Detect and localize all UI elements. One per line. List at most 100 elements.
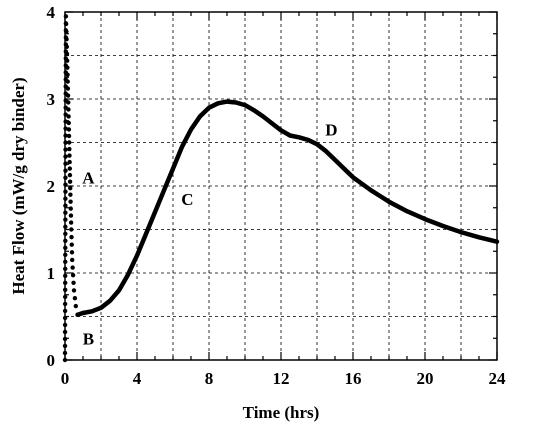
series-dot — [63, 259, 68, 265]
series-dot — [63, 168, 68, 173]
series-dot — [63, 147, 68, 152]
series-dot — [63, 126, 68, 131]
y-tick-label: 2 — [47, 177, 56, 196]
series-dot — [63, 154, 68, 159]
series-dot — [63, 140, 68, 145]
series-dot — [62, 329, 68, 335]
series-dot — [66, 114, 71, 119]
y-tick-label: 1 — [47, 264, 56, 283]
series-dot — [65, 86, 71, 91]
series-line — [75, 99, 500, 318]
series-dot — [67, 159, 72, 165]
series-dot — [63, 133, 68, 138]
series-dot — [69, 250, 75, 255]
series-dot — [68, 213, 74, 218]
series-dot — [68, 206, 73, 211]
series-dot — [65, 93, 71, 98]
series-dot — [67, 146, 72, 152]
series-dot — [63, 196, 68, 201]
annotation-d: D — [325, 120, 337, 139]
series-dot — [63, 182, 68, 187]
series-dot — [63, 252, 68, 258]
x-tick-label: 20 — [417, 369, 434, 388]
series-dot — [63, 224, 68, 229]
axis-ticks — [64, 11, 498, 361]
series-dot — [66, 100, 71, 105]
series-dot — [63, 21, 69, 27]
series-dot — [63, 238, 68, 243]
x-tick-label: 16 — [345, 369, 362, 388]
series-dot — [68, 220, 74, 225]
series-dot — [62, 308, 68, 314]
series-dot — [69, 234, 74, 240]
series-dot — [65, 79, 70, 84]
series-dot — [69, 227, 74, 232]
series-dot — [63, 217, 68, 222]
x-axis-label: Time (hrs) — [243, 403, 320, 422]
series-dot — [62, 350, 68, 356]
series-dot — [63, 210, 68, 215]
series-dot — [63, 161, 68, 166]
series-dot — [71, 280, 76, 285]
x-tick-label: 8 — [205, 369, 214, 388]
series-dot — [68, 199, 73, 204]
series-dot — [62, 287, 68, 293]
series-dot — [73, 303, 79, 309]
y-tick-label: 3 — [47, 90, 56, 109]
x-tick-label: 0 — [61, 369, 70, 388]
x-tick-label: 24 — [489, 369, 507, 388]
series-dot — [72, 296, 78, 301]
series-dot — [69, 242, 74, 247]
x-tick-label: 4 — [133, 369, 142, 388]
series-dot — [64, 58, 70, 63]
series-dot — [64, 36, 69, 42]
series-dot — [63, 203, 68, 208]
annotation-c: C — [181, 190, 193, 209]
series-dot — [63, 266, 68, 272]
annotation-b: B — [83, 329, 94, 348]
y-tick-label: 4 — [47, 3, 56, 22]
series-dot — [63, 231, 68, 236]
series-dot — [66, 107, 71, 112]
series-dot — [62, 343, 68, 349]
data-series — [62, 14, 500, 363]
series-dot — [66, 120, 71, 126]
series-dot — [63, 175, 68, 180]
series-dot — [62, 357, 68, 363]
series-dot — [63, 280, 68, 286]
series-dot — [67, 140, 72, 145]
series-dot — [67, 179, 73, 184]
series-dot — [62, 301, 68, 307]
series-dot — [63, 245, 68, 250]
series-dot — [62, 336, 68, 342]
gridlines — [65, 12, 497, 360]
series-dot — [62, 315, 68, 321]
series-dot — [62, 322, 68, 328]
series-dot — [67, 153, 72, 158]
point-annotations: A B C D — [82, 120, 337, 348]
series-dot — [62, 294, 68, 300]
series-dot — [67, 172, 73, 178]
series-dot — [65, 65, 70, 70]
series-dot — [68, 192, 73, 197]
series-dot — [70, 265, 75, 270]
series-dot — [70, 257, 75, 263]
series-dot — [68, 185, 73, 191]
series-dot — [66, 133, 72, 139]
series-dot — [63, 14, 69, 19]
series-dot — [64, 44, 70, 49]
annotation-a: A — [82, 168, 95, 187]
y-axis-label: Heat Flow (mW/g dry binder) — [9, 77, 28, 294]
series-dot — [64, 51, 70, 56]
series-dot — [70, 272, 76, 278]
series-dot — [67, 166, 73, 171]
series-dot — [64, 29, 69, 34]
series-dot — [63, 189, 68, 194]
series-dot — [65, 72, 70, 77]
series-dot — [66, 127, 72, 132]
x-tick-label: 12 — [273, 369, 290, 388]
series-dot — [63, 273, 68, 279]
y-tick-label: 0 — [47, 351, 56, 370]
